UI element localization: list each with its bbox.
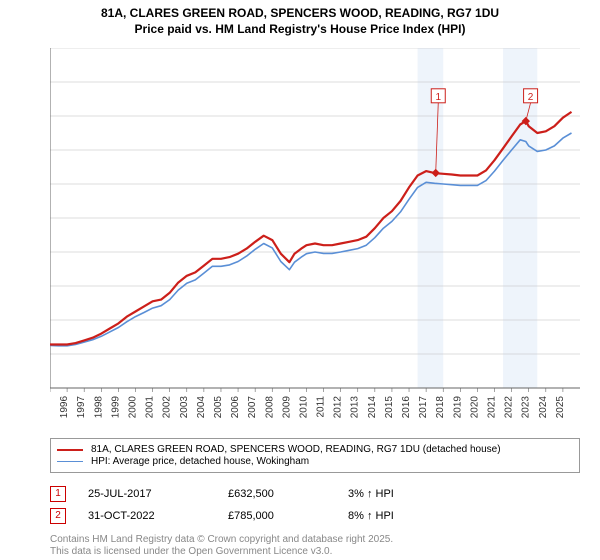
svg-text:2016: 2016: [401, 396, 412, 419]
svg-text:2004: 2004: [196, 396, 207, 419]
title-line2: Price paid vs. HM Land Registry's House …: [0, 22, 600, 38]
svg-text:2: 2: [528, 92, 534, 103]
sale-price-2: £785,000: [228, 510, 348, 522]
sale-date-2: 31-OCT-2022: [88, 510, 228, 522]
svg-text:2017: 2017: [418, 396, 429, 419]
svg-text:1998: 1998: [93, 396, 104, 419]
svg-text:2005: 2005: [213, 396, 224, 419]
legend-swatch-red: [57, 449, 83, 451]
sale-row-2: 2 31-OCT-2022 £785,000 8% ↑ HPI: [50, 508, 580, 524]
svg-text:2021: 2021: [487, 396, 498, 419]
svg-text:2011: 2011: [316, 396, 327, 418]
svg-text:1999: 1999: [110, 396, 121, 419]
price-chart: £0£100K£200K£300K£400K£500K£600K£700K£80…: [50, 48, 580, 408]
svg-text:2019: 2019: [452, 396, 463, 419]
svg-text:2012: 2012: [333, 396, 344, 419]
svg-text:1: 1: [435, 92, 441, 103]
attribution: Contains HM Land Registry data © Crown c…: [50, 534, 393, 558]
attribution-line2: This data is licensed under the Open Gov…: [50, 546, 393, 558]
svg-text:2013: 2013: [350, 396, 361, 419]
legend-label-blue: HPI: Average price, detached house, Woki…: [91, 456, 309, 467]
title-line1: 81A, CLARES GREEN ROAD, SPENCERS WOOD, R…: [0, 6, 600, 22]
svg-text:2002: 2002: [162, 396, 173, 419]
sale-row-1: 1 25-JUL-2017 £632,500 3% ↑ HPI: [50, 486, 580, 502]
svg-text:2007: 2007: [247, 396, 258, 419]
svg-text:2008: 2008: [264, 396, 275, 419]
svg-text:2001: 2001: [145, 396, 156, 419]
legend-swatch-blue: [57, 461, 83, 462]
sale-marker-1: 1: [50, 486, 66, 502]
svg-text:2014: 2014: [367, 396, 378, 419]
sale-pct-2: 8% ↑ HPI: [348, 510, 394, 522]
sale-marker-2: 2: [50, 508, 66, 524]
svg-text:2015: 2015: [384, 396, 395, 419]
svg-text:2009: 2009: [281, 396, 292, 419]
svg-text:2018: 2018: [435, 396, 446, 419]
svg-text:2006: 2006: [230, 396, 241, 419]
svg-text:2003: 2003: [179, 396, 190, 419]
sale-date-1: 25-JUL-2017: [88, 488, 228, 500]
legend-item-red: 81A, CLARES GREEN ROAD, SPENCERS WOOD, R…: [57, 444, 573, 455]
svg-text:2022: 2022: [504, 396, 515, 419]
legend-label-red: 81A, CLARES GREEN ROAD, SPENCERS WOOD, R…: [91, 444, 501, 455]
svg-text:2023: 2023: [521, 396, 532, 419]
svg-text:2010: 2010: [298, 396, 309, 419]
svg-text:2020: 2020: [469, 396, 480, 419]
svg-text:2024: 2024: [538, 396, 549, 419]
svg-text:1997: 1997: [76, 396, 87, 419]
svg-text:2025: 2025: [555, 396, 566, 419]
legend: 81A, CLARES GREEN ROAD, SPENCERS WOOD, R…: [50, 438, 580, 473]
attribution-line1: Contains HM Land Registry data © Crown c…: [50, 534, 393, 546]
svg-text:2000: 2000: [127, 396, 138, 419]
svg-text:1996: 1996: [59, 396, 70, 419]
legend-item-blue: HPI: Average price, detached house, Woki…: [57, 456, 573, 467]
svg-text:1995: 1995: [50, 396, 53, 419]
sale-pct-1: 3% ↑ HPI: [348, 488, 394, 500]
sale-price-1: £632,500: [228, 488, 348, 500]
